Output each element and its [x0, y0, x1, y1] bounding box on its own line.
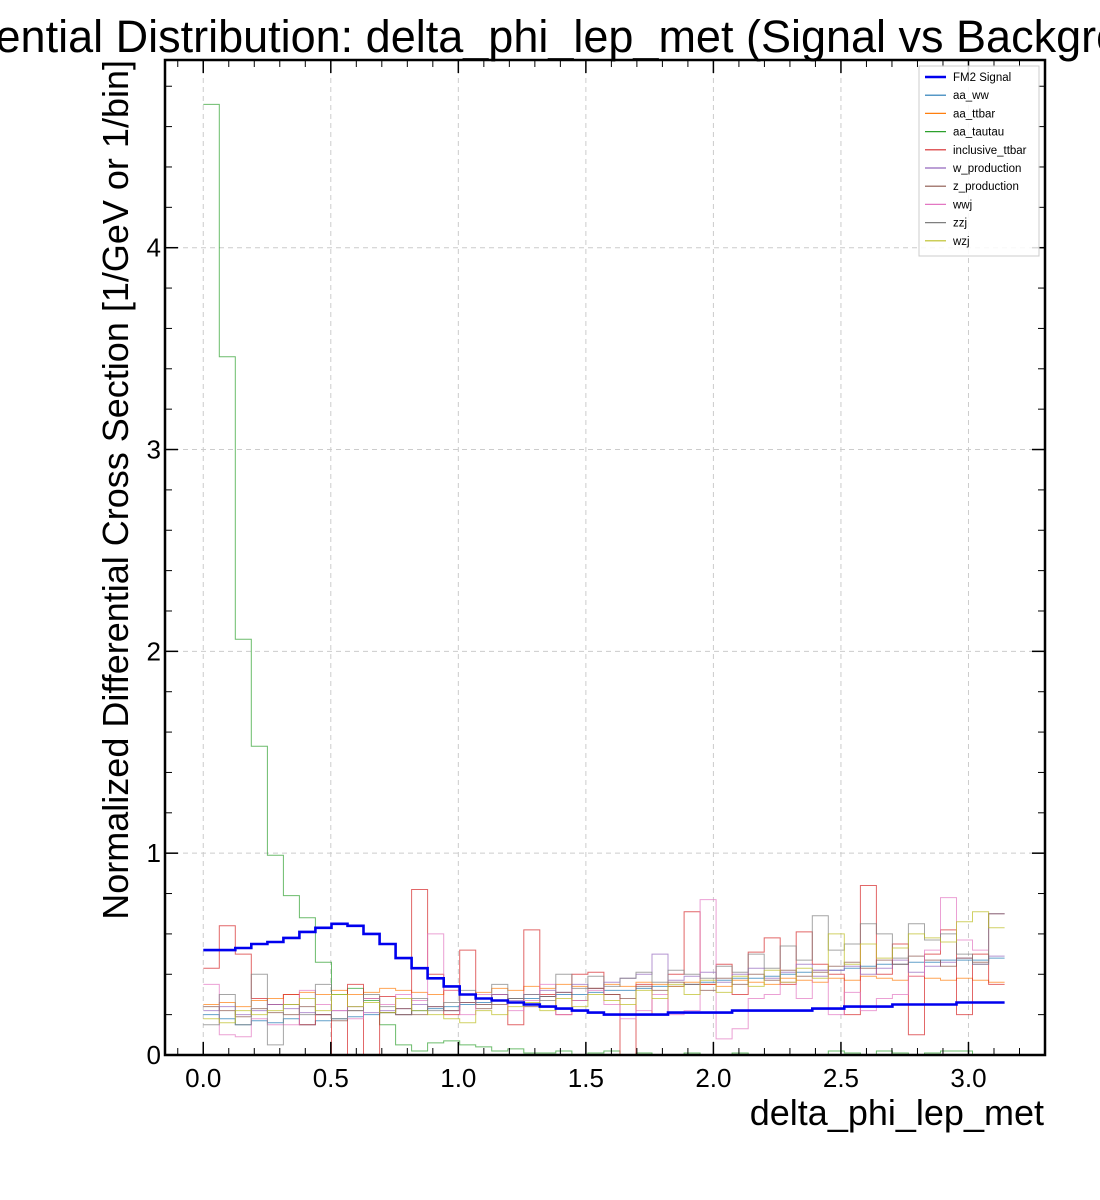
- legend-label: zzj: [953, 218, 967, 230]
- y-tick-label: 1: [147, 838, 161, 868]
- x-tick-label: 1.5: [568, 1063, 604, 1093]
- legend-label: wwj: [952, 199, 972, 211]
- y-tick-label: 4: [147, 233, 161, 263]
- series-aa-tautau: [203, 103, 1005, 1056]
- x-tick-labels: 0.0 0.5 1.0 1.5 2.0 2.5 3.0: [185, 1063, 986, 1093]
- x-tick-label: 0.5: [313, 1063, 349, 1093]
- legend-label: FM2 Signal: [953, 72, 1011, 84]
- series-wzj: [203, 911, 1005, 1024]
- axis-ticks: [165, 60, 1045, 1056]
- x-tick-label: 2.5: [823, 1063, 859, 1093]
- series-aa-ww: [203, 957, 1005, 1026]
- legend-label: aa_ttbar: [953, 108, 995, 120]
- legend-label: w_production: [952, 163, 1021, 175]
- y-tick-labels: 0 1 2 3 4: [147, 233, 161, 1070]
- legend-label: z_production: [953, 181, 1019, 193]
- chart-title: Differential Distribution: delta_phi_lep…: [0, 11, 1100, 62]
- x-tick-label: 2.0: [695, 1063, 731, 1093]
- series-inclusive-ttbar: [203, 885, 1005, 1056]
- series-fm2-signal: [203, 922, 1005, 1016]
- y-tick-label: 0: [147, 1040, 161, 1070]
- series-zzj: [203, 913, 1005, 1046]
- x-tick-label: 0.0: [185, 1063, 221, 1093]
- x-tick-label: 3.0: [950, 1063, 986, 1093]
- y-axis-label: Normalized Differential Cross Section [1…: [95, 60, 136, 920]
- x-tick-label: 1.0: [440, 1063, 476, 1093]
- histogram-series: [203, 103, 1005, 1056]
- legend: FM2 Signal aa_ww aa_ttbar aa_tautau inclusiv…: [918, 65, 1040, 257]
- y-tick-label: 2: [147, 636, 161, 666]
- legend-label: inclusive_ttbar: [953, 145, 1027, 157]
- grid-lines: [165, 60, 1045, 1055]
- legend-label: aa_tautau: [953, 127, 1004, 139]
- plot-frame: [163, 58, 1047, 1057]
- legend-box: [918, 65, 1040, 257]
- legend-label: aa_ww: [953, 90, 989, 102]
- y-tick-label: 3: [147, 435, 161, 465]
- x-axis-label: delta_phi_lep_met: [750, 1092, 1044, 1133]
- legend-label: wzj: [952, 236, 970, 248]
